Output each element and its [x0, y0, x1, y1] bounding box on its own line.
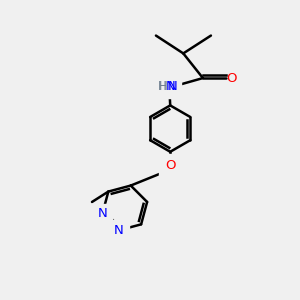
Text: N: N [166, 80, 176, 94]
Text: N: N [167, 80, 177, 94]
Text: H: H [158, 80, 166, 94]
Text: N: N [98, 208, 107, 220]
Text: O: O [165, 159, 175, 172]
Text: N: N [114, 224, 124, 237]
Text: H: H [158, 80, 167, 94]
Text: O: O [226, 72, 236, 85]
